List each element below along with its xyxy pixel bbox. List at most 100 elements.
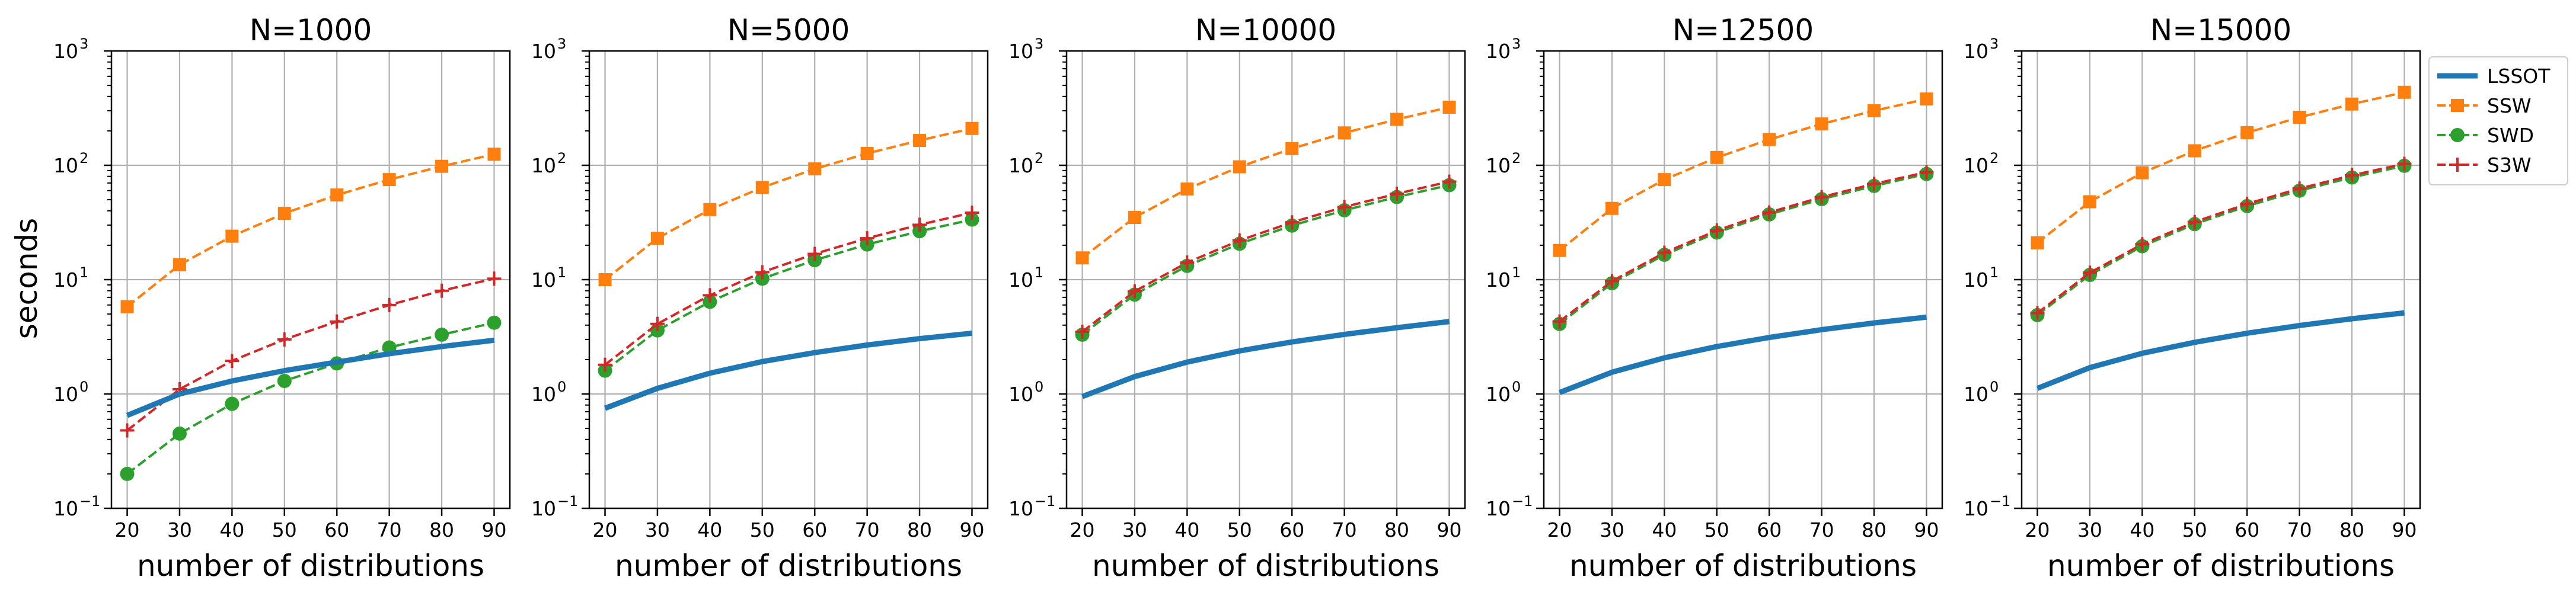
series-line-lssot (2036, 310, 2405, 391)
x-tick-label: 50 (1227, 518, 1252, 541)
x-tick-label: 40 (2130, 518, 2154, 541)
data-point-s3w (860, 231, 874, 246)
y-tick-label: 10 (1486, 383, 1511, 406)
data-point-ssw (487, 148, 501, 161)
data-point-s3w (330, 314, 344, 329)
x-tick-label: 70 (1332, 518, 1357, 541)
series-line-swd (2036, 164, 2405, 316)
y-tick-exponent: 0 (1512, 379, 1521, 395)
y-tick-exponent: −1 (557, 493, 578, 510)
data-point-s3w (965, 206, 979, 220)
y-tick-exponent: 3 (79, 36, 88, 52)
data-point-ssw (913, 134, 927, 148)
legend-label: S3W (2487, 153, 2532, 177)
x-tick-label: 60 (802, 518, 827, 541)
data-point-s3w (2292, 181, 2307, 196)
y-tick-label: 10 (53, 40, 78, 63)
legend-entry-swd: SWD (2437, 124, 2534, 147)
data-point-ssw (1763, 133, 1776, 146)
data-point-s3w (1075, 324, 1090, 339)
x-tick-label: 80 (429, 518, 454, 541)
legend-marker (2451, 99, 2464, 112)
legend-label: SSW (2487, 94, 2532, 117)
y-tick-label: 10 (1008, 268, 1033, 291)
y-tick-label: 10 (1964, 383, 1988, 406)
y-tick-label: 10 (1964, 268, 1988, 291)
y-tick-label: 10 (1964, 40, 1988, 63)
y-tick-label: 10 (1964, 154, 1988, 177)
data-point-s3w (2030, 306, 2045, 321)
x-axis-label: number of distributions (1569, 549, 1917, 583)
y-tick-exponent: 1 (1035, 264, 1043, 281)
x-tick-label: 60 (1757, 518, 1782, 541)
x-tick-label: 70 (1809, 518, 1834, 541)
series-lssot-n-15000 (2036, 310, 2405, 391)
plot-frame (1543, 50, 1943, 510)
data-point-ssw (965, 121, 979, 135)
series-s3w-n-15000 (2030, 156, 2412, 321)
series-lssot-n-12500 (1558, 314, 1927, 395)
series-s3w-n-10000 (1075, 174, 1457, 339)
data-point-s3w (382, 297, 397, 312)
y-tick-label: 10 (531, 268, 556, 291)
y-tick-exponent: 0 (1035, 379, 1043, 395)
legend-label: SWD (2487, 124, 2534, 147)
y-tick-exponent: 3 (557, 36, 566, 52)
data-point-ssw (808, 162, 822, 176)
x-tick-label: 40 (1174, 518, 1199, 541)
data-point-ssw (1285, 142, 1299, 155)
y-tick-label: 10 (53, 497, 78, 520)
panel-title: N=15000 (2150, 13, 2291, 47)
y-tick-label: 10 (1964, 497, 1988, 520)
series-line-s3w (604, 212, 972, 366)
data-point-ssw (1920, 92, 1933, 106)
data-point-ssw (1553, 243, 1566, 257)
series-lssot-n-1000 (126, 337, 495, 418)
series-line-ssw (126, 153, 494, 308)
series-lssot-n-5000 (604, 330, 972, 411)
x-tick-label: 50 (750, 518, 775, 541)
series-line-ssw (1559, 98, 1927, 252)
series-swd-n-1000 (120, 315, 502, 481)
series-line-s3w (1081, 180, 1450, 333)
data-point-ssw (173, 258, 186, 271)
x-tick-label: 40 (697, 518, 722, 541)
plot-frame (1065, 50, 1466, 510)
data-point-s3w (1552, 314, 1567, 329)
y-tick-label: 10 (53, 154, 78, 177)
y-tick-exponent: 1 (1512, 264, 1521, 281)
x-tick-label: 70 (855, 518, 880, 541)
y-tick-exponent: 1 (1990, 264, 1999, 281)
data-point-s3w (703, 288, 717, 303)
y-tick-exponent: 3 (1512, 36, 1521, 52)
plot-frame (110, 50, 511, 510)
x-tick-label: 90 (1914, 518, 1939, 541)
data-point-ssw (1605, 201, 1619, 215)
data-point-s3w (1390, 187, 1404, 201)
series-line-ssw (1081, 106, 1450, 259)
data-point-swd (487, 315, 502, 330)
legend-box (2428, 56, 2568, 185)
y-tick-label: 10 (1486, 40, 1511, 63)
data-point-ssw (1233, 160, 1246, 174)
y-tick-exponent: −1 (1512, 493, 1533, 510)
data-point-ssw (1815, 117, 1828, 131)
series-line-lssot (1081, 319, 1450, 399)
data-point-s3w (1337, 200, 1352, 214)
y-tick-exponent: 3 (1990, 36, 1999, 52)
series-line-swd (604, 218, 972, 372)
x-axis-label: number of distributions (1092, 549, 1439, 583)
x-tick-label: 40 (1652, 518, 1677, 541)
x-tick-label: 80 (1384, 518, 1409, 541)
data-point-s3w (1285, 215, 1300, 230)
y-tick-label: 10 (53, 383, 78, 406)
data-point-ssw (1442, 100, 1456, 114)
data-point-s3w (2082, 265, 2097, 280)
data-point-s3w (120, 423, 135, 438)
panel-title: N=5000 (727, 13, 850, 47)
data-point-ssw (225, 229, 239, 243)
